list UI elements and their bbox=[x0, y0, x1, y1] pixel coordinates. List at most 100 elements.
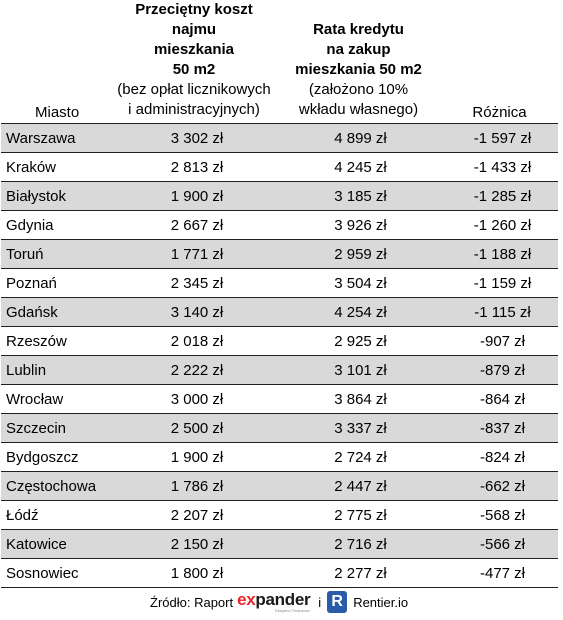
rentier-logo-text: Rentier.io bbox=[353, 594, 409, 610]
table-row: Bydgoszcz 1 900 zł 2 724 zł -824 zł bbox=[1, 442, 558, 472]
table-row: Gdańsk 3 140 zł 4 254 zł -1 115 zł bbox=[1, 297, 558, 327]
cell-city: Katowice bbox=[1, 529, 112, 559]
cell-difference: -1 260 zł bbox=[441, 210, 558, 240]
table-row: Warszawa 3 302 zł 4 899 zł -1 597 zł bbox=[1, 123, 558, 153]
cell-difference: -1 159 zł bbox=[441, 268, 558, 298]
header-loan: Rata kredytu na zakup mieszkania 50 m2 (… bbox=[276, 0, 441, 124]
header-loan-subtitle-line-1: (założono 10% bbox=[308, 81, 409, 98]
table-header-row: Miasto Przeciętny koszt najmu mieszkania… bbox=[1, 0, 558, 124]
rent-vs-loan-table: Miasto Przeciętny koszt najmu mieszkania… bbox=[1, 0, 558, 588]
table-row: Lublin 2 222 zł 3 101 zł -879 zł bbox=[1, 355, 558, 385]
cell-city: Częstochowa bbox=[1, 471, 112, 501]
cell-difference: -1 433 zł bbox=[441, 152, 558, 182]
cell-loan: 4 899 zł bbox=[276, 123, 441, 153]
cell-rent: 1 900 zł bbox=[112, 442, 276, 472]
cell-loan: 2 716 zł bbox=[276, 529, 441, 559]
cell-loan: 2 959 zł bbox=[276, 239, 441, 269]
cell-difference: -566 zł bbox=[441, 529, 558, 559]
table-row: Rzeszów 2 018 zł 2 925 zł -907 zł bbox=[1, 326, 558, 356]
cell-difference: -907 zł bbox=[441, 326, 558, 356]
cell-city: Szczecin bbox=[1, 413, 112, 443]
table-row: Białystok 1 900 zł 3 185 zł -1 285 zł bbox=[1, 181, 558, 211]
source-line: Źródło: Raport expander Eksperci Finanso… bbox=[150, 590, 408, 614]
cell-rent: 3 140 zł bbox=[112, 297, 276, 327]
table-row: Toruń 1 771 zł 2 959 zł -1 188 zł bbox=[1, 239, 558, 269]
header-city: Miasto bbox=[1, 0, 112, 124]
cell-city: Rzeszów bbox=[1, 326, 112, 356]
cell-difference: -1 285 zł bbox=[441, 181, 558, 211]
table-row: Łódź 2 207 zł 2 775 zł -568 zł bbox=[1, 500, 558, 530]
header-loan-subtitle-line-2: wkładu własnego) bbox=[298, 101, 419, 118]
header-rent-title-line-2: mieszkania bbox=[153, 41, 235, 58]
expander-logo-rest: pander bbox=[255, 590, 311, 609]
cell-city: Lublin bbox=[1, 355, 112, 385]
header-rent: Przeciętny koszt najmu mieszkania 50 m2 … bbox=[112, 0, 276, 124]
cell-city: Białystok bbox=[1, 181, 112, 211]
source-prefix: Źródło: Raport bbox=[150, 594, 234, 610]
cell-rent: 2 667 zł bbox=[112, 210, 276, 240]
expander-logo-ex: ex bbox=[237, 590, 256, 609]
cell-difference: -1 115 zł bbox=[441, 297, 558, 327]
header-rent-title-line-3: 50 m2 bbox=[172, 61, 216, 78]
table-row: Katowice 2 150 zł 2 716 zł -566 zł bbox=[1, 529, 558, 559]
header-rent-title-line-1: Przeciętny koszt najmu bbox=[135, 1, 253, 38]
cell-rent: 2 207 zł bbox=[112, 500, 276, 530]
cell-rent: 2 500 zł bbox=[112, 413, 276, 443]
cell-rent: 1 786 zł bbox=[112, 471, 276, 501]
cell-difference: -864 zł bbox=[441, 384, 558, 414]
cell-difference: -879 zł bbox=[441, 355, 558, 385]
table-row: Częstochowa 1 786 zł 2 447 zł -662 zł bbox=[1, 471, 558, 501]
cell-rent: 2 150 zł bbox=[112, 529, 276, 559]
source-conjunction: i bbox=[318, 594, 322, 610]
header-loan-title-line-3: mieszkania 50 m2 bbox=[295, 61, 422, 78]
cell-rent: 2 345 zł bbox=[112, 268, 276, 298]
cell-city: Bydgoszcz bbox=[1, 442, 112, 472]
cell-difference: -837 zł bbox=[441, 413, 558, 443]
cell-city: Gdynia bbox=[1, 210, 112, 240]
cell-difference: -1 597 zł bbox=[441, 123, 558, 153]
cell-city: Poznań bbox=[1, 268, 112, 298]
cell-rent: 3 000 zł bbox=[112, 384, 276, 414]
cell-city: Gdańsk bbox=[1, 297, 112, 327]
table-row: Gdynia 2 667 zł 3 926 zł -1 260 zł bbox=[1, 210, 558, 240]
table-row: Poznań 2 345 zł 3 504 zł -1 159 zł bbox=[1, 268, 558, 298]
header-rent-subtitle-line-2: i administracyjnych) bbox=[128, 101, 260, 118]
cell-rent: 3 302 zł bbox=[112, 123, 276, 153]
table-row: Kraków 2 813 zł 4 245 zł -1 433 zł bbox=[1, 152, 558, 182]
cell-difference: -568 zł bbox=[441, 500, 558, 530]
cell-loan: 3 185 zł bbox=[276, 181, 441, 211]
table-row: Sosnowiec 1 800 zł 2 277 zł -477 zł bbox=[1, 558, 558, 588]
rentier-logo-icon: R bbox=[327, 591, 348, 613]
cell-difference: -477 zł bbox=[441, 558, 558, 588]
cell-loan: 4 245 zł bbox=[276, 152, 441, 182]
cell-rent: 1 771 zł bbox=[112, 239, 276, 269]
cell-city: Toruń bbox=[1, 239, 112, 269]
cell-city: Sosnowiec bbox=[1, 558, 112, 588]
expander-logo-tagline: Eksperci Finansowi bbox=[275, 608, 310, 613]
cell-loan: 3 926 zł bbox=[276, 210, 441, 240]
cell-rent: 2 813 zł bbox=[112, 152, 276, 182]
cell-loan: 3 101 zł bbox=[276, 355, 441, 385]
cell-loan: 2 277 zł bbox=[276, 558, 441, 588]
cell-city: Kraków bbox=[1, 152, 112, 182]
cell-loan: 2 775 zł bbox=[276, 500, 441, 530]
header-difference: Różnica bbox=[441, 0, 558, 124]
cell-loan: 2 925 zł bbox=[276, 326, 441, 356]
cell-rent: 1 800 zł bbox=[112, 558, 276, 588]
cell-city: Wrocław bbox=[1, 384, 112, 414]
header-rent-subtitle-line-1: (bez opłat licznikowych bbox=[117, 81, 271, 98]
cell-loan: 2 724 zł bbox=[276, 442, 441, 472]
cell-city: Łódź bbox=[1, 500, 112, 530]
header-loan-title-line-2: na zakup bbox=[326, 41, 391, 58]
cell-loan: 3 864 zł bbox=[276, 384, 441, 414]
cell-rent: 1 900 zł bbox=[112, 181, 276, 211]
header-loan-title-line-1: Rata kredytu bbox=[313, 21, 404, 38]
cell-difference: -662 zł bbox=[441, 471, 558, 501]
cell-difference: -824 zł bbox=[441, 442, 558, 472]
cell-city: Warszawa bbox=[1, 123, 112, 153]
cell-difference: -1 188 zł bbox=[441, 239, 558, 269]
table-row: Wrocław 3 000 zł 3 864 zł -864 zł bbox=[1, 384, 558, 414]
expander-logo: expander Eksperci Finansowi bbox=[237, 590, 311, 613]
table-row: Szczecin 2 500 zł 3 337 zł -837 zł bbox=[1, 413, 558, 443]
